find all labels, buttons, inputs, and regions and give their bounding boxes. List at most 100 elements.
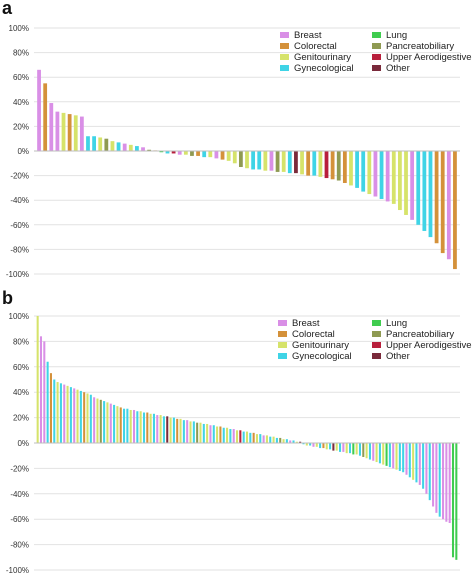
y-tick-label: -100% [6, 270, 29, 279]
bar [116, 142, 121, 151]
y-tick-label: -100% [6, 566, 29, 575]
legend-swatch [278, 353, 287, 359]
bar [315, 443, 318, 447]
bar [106, 402, 109, 443]
bar [67, 114, 72, 151]
bar [378, 443, 381, 464]
legend-swatch [372, 32, 381, 38]
bar [422, 151, 427, 231]
bar [43, 341, 46, 443]
bar [445, 443, 448, 522]
bar [110, 141, 115, 151]
bar [159, 151, 164, 153]
legend-label: Breast [294, 30, 322, 41]
bar [149, 413, 152, 443]
bar [312, 443, 315, 447]
bar [361, 151, 366, 192]
bar [362, 443, 365, 457]
bar [236, 430, 239, 443]
bar [139, 411, 142, 443]
bar [405, 443, 408, 475]
bar [269, 151, 274, 171]
legend-label: Pancreatobiliary [386, 329, 454, 340]
bar [142, 412, 146, 443]
bar [379, 151, 384, 199]
bar [128, 144, 133, 151]
bar [255, 434, 258, 443]
bar [275, 437, 278, 443]
bar [349, 151, 353, 186]
bar [196, 422, 199, 443]
y-tick-label: 100% [9, 312, 29, 321]
bar [55, 111, 60, 151]
bar [375, 443, 378, 463]
legend-label: Colorectal [292, 329, 335, 340]
bar [319, 443, 322, 449]
bar [73, 388, 76, 443]
bar [391, 151, 396, 204]
bar [176, 418, 179, 443]
bar [76, 389, 79, 443]
bar [434, 151, 439, 244]
bar [339, 443, 342, 452]
bar [202, 151, 207, 158]
bar [156, 415, 159, 443]
bar [322, 443, 325, 449]
bar [263, 151, 268, 171]
bar [226, 151, 231, 161]
legend-label: Breast [292, 318, 320, 329]
bar [422, 443, 425, 489]
bar [355, 151, 359, 188]
y-tick-label: -40% [10, 196, 29, 205]
bar [141, 147, 145, 151]
y-tick-label: 100% [9, 24, 29, 33]
bar [398, 443, 401, 471]
bar [109, 403, 112, 443]
bar [259, 434, 262, 443]
bar [448, 443, 451, 524]
bar [425, 443, 428, 494]
legend-label: Genitourinary [294, 52, 351, 63]
bar [159, 415, 162, 443]
bar [302, 443, 305, 445]
legend-label: Upper Aerodigestive [386, 340, 472, 351]
bar [404, 151, 408, 215]
bar [395, 443, 398, 470]
y-tick-label: 40% [13, 98, 29, 107]
bar [69, 387, 72, 443]
legend-swatch [280, 32, 289, 38]
bar [104, 138, 109, 151]
bar [199, 422, 202, 443]
bar [119, 407, 122, 443]
bar [189, 421, 192, 443]
bar [402, 443, 405, 473]
y-tick-label: 60% [13, 73, 29, 82]
bar [251, 151, 256, 170]
bar [59, 383, 62, 443]
bar [182, 420, 185, 443]
y-tick-label: 60% [13, 363, 29, 372]
bar [335, 443, 338, 451]
bar [299, 441, 302, 443]
bar [257, 151, 262, 170]
bar [46, 361, 49, 443]
bar [272, 436, 275, 443]
bar [309, 443, 312, 446]
bar [279, 437, 282, 443]
bar [172, 417, 175, 443]
bar [220, 151, 225, 160]
bar [453, 151, 457, 270]
legend-label: Other [386, 351, 410, 362]
panel-label-b: b [2, 288, 13, 308]
legend-label: Lung [386, 30, 407, 41]
panel-label-a: a [2, 0, 13, 18]
bar [146, 412, 149, 443]
bar [63, 384, 66, 443]
bar [332, 443, 335, 451]
legend-label: Upper Aerodigestive [386, 52, 472, 63]
bar [355, 443, 358, 455]
legend-label: Gynecological [294, 63, 354, 74]
bar [289, 440, 292, 443]
bar [166, 416, 169, 443]
bar [330, 151, 335, 180]
